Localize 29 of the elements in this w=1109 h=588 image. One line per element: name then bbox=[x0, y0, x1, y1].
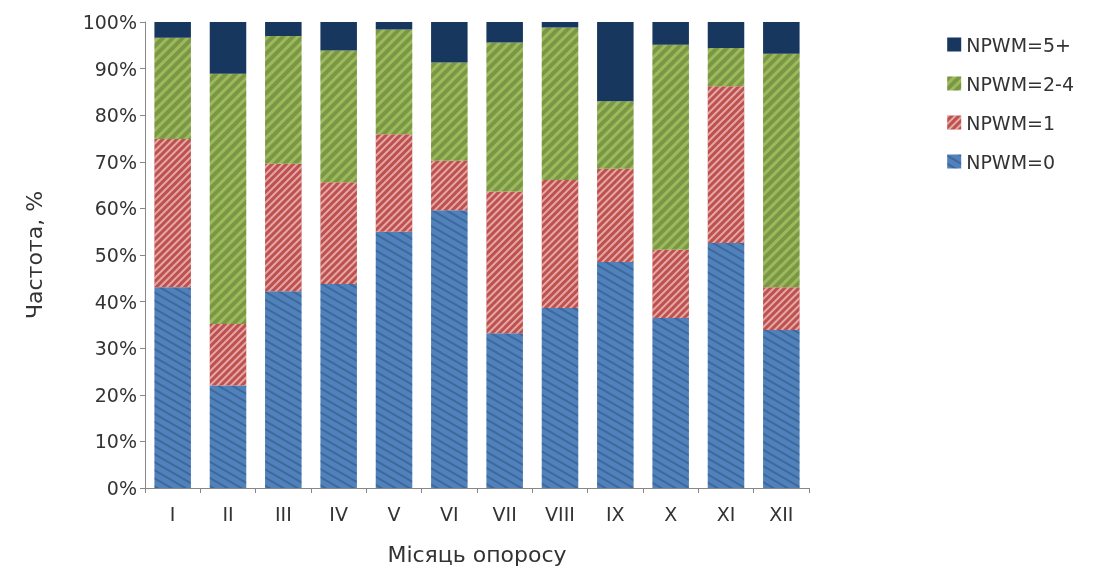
x-tick-label: II bbox=[222, 502, 234, 525]
x-tick-label: III bbox=[274, 502, 292, 525]
y-tick-label: 100% bbox=[82, 11, 137, 33]
x-tick-label: I bbox=[169, 502, 176, 525]
legend-label: NPWM=0 bbox=[966, 150, 1056, 173]
x-tick-label: VII bbox=[492, 502, 517, 525]
x-tick-label: VI bbox=[440, 502, 459, 525]
x-tick-label: IX bbox=[606, 502, 625, 525]
x-tick-label: V bbox=[387, 502, 401, 525]
y-tick-label: 60% bbox=[94, 197, 137, 220]
x-tick-label: IV bbox=[329, 502, 348, 525]
legend-label: NPWM=2-4 bbox=[966, 72, 1075, 95]
x-tick-label: XII bbox=[769, 502, 794, 525]
x-axis-title: Місяць опоросу bbox=[387, 541, 567, 567]
y-tick-label: 50% bbox=[94, 244, 137, 266]
x-tick-label: VIII bbox=[545, 502, 575, 525]
y-tick-label: 30% bbox=[94, 337, 137, 360]
y-tick-label: 70% bbox=[94, 150, 137, 173]
y-axis-title: Частота, % bbox=[21, 190, 47, 320]
y-tick-label: 40% bbox=[94, 290, 137, 313]
y-tick-label: 10% bbox=[94, 430, 137, 453]
y-tick-label: 0% bbox=[106, 477, 137, 499]
legend-label: NPWM=1 bbox=[966, 111, 1056, 134]
y-tick-label: 90% bbox=[94, 57, 137, 80]
x-tick-label: XI bbox=[716, 502, 736, 525]
x-tick-label: X bbox=[664, 502, 678, 525]
legend-label: NPWM=5+ bbox=[966, 33, 1071, 56]
y-tick-label: 80% bbox=[94, 104, 137, 127]
y-tick-label: 20% bbox=[94, 383, 137, 406]
